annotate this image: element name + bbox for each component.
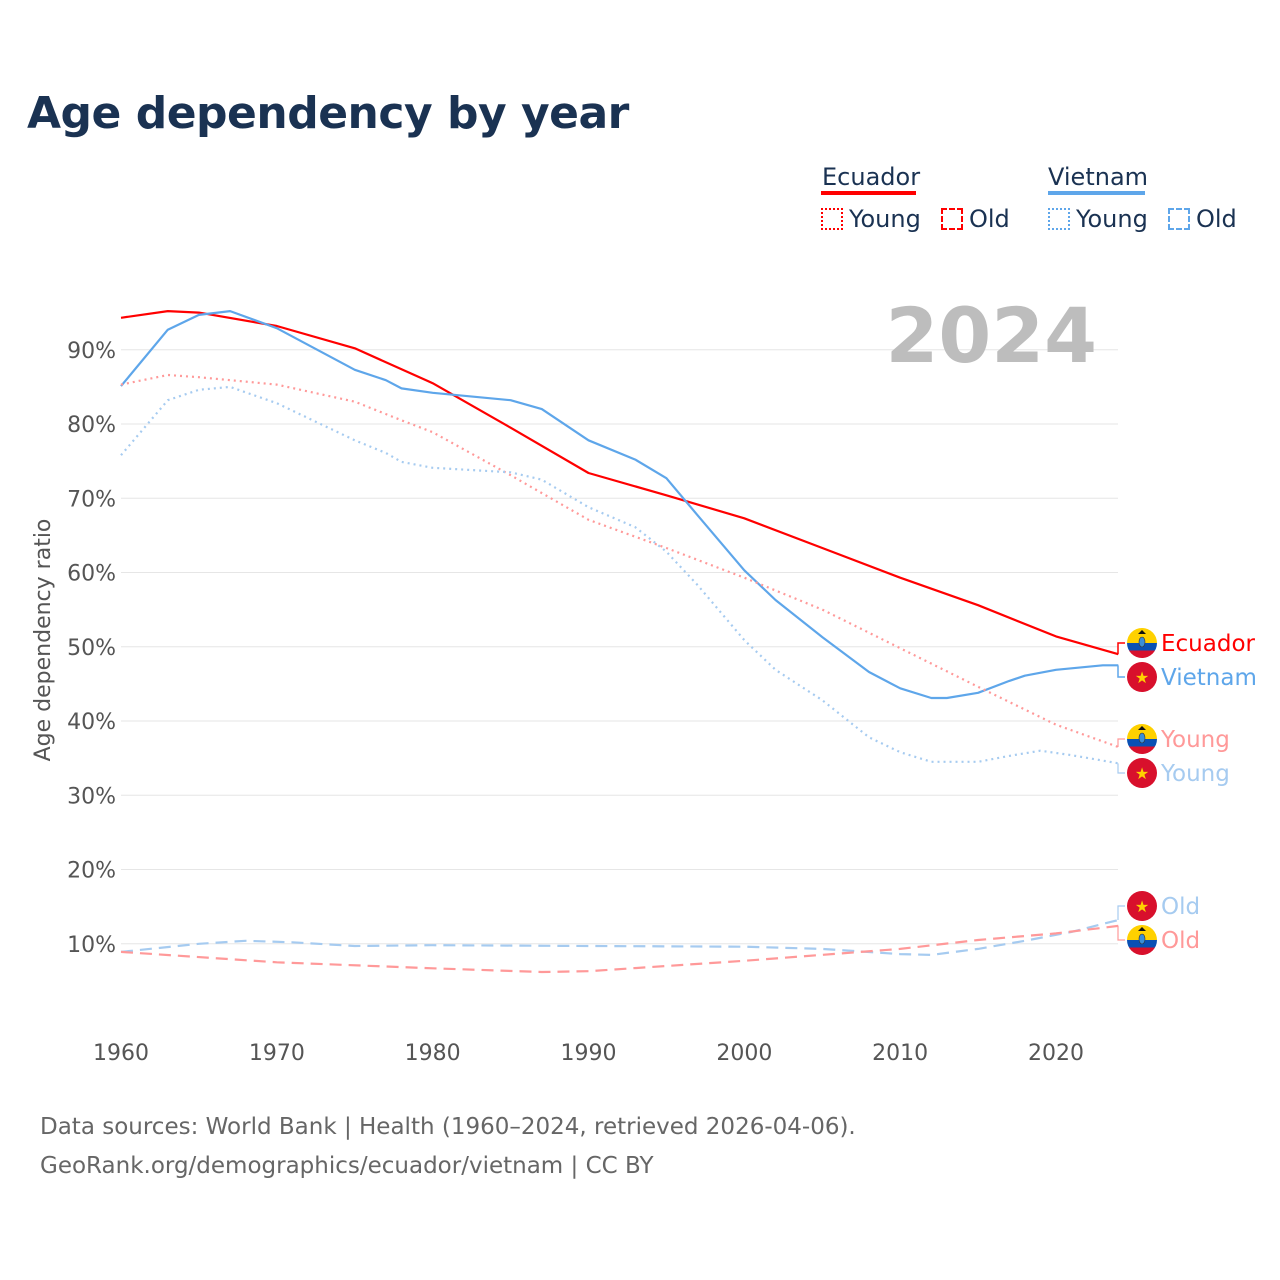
flag-yellow	[1127, 724, 1157, 739]
legend-vietnam-young[interactable]: Young	[1048, 205, 1148, 233]
dashed-swatch-icon	[1168, 208, 1190, 230]
ecuador-flag-icon	[1127, 724, 1157, 754]
y-tick-label: 20%	[67, 859, 116, 884]
ecuador-flag-icon	[1127, 628, 1157, 658]
legend-ecuador-young[interactable]: Young	[821, 205, 921, 233]
end-label: Old	[1161, 894, 1200, 920]
flag-emblem	[1138, 636, 1146, 648]
x-tick-label: 1990	[561, 1041, 617, 1066]
x-tick-label: 1980	[405, 1041, 461, 1066]
legend-label: Young	[849, 205, 921, 233]
y-tick-label: 80%	[67, 413, 116, 438]
legend-ecuador[interactable]: Ecuador	[822, 163, 921, 191]
label-connector	[1117, 665, 1125, 678]
flag	[1127, 628, 1157, 658]
flag-red	[1127, 662, 1157, 692]
flag-yellow	[1127, 628, 1157, 643]
x-tick-label: 1960	[93, 1041, 149, 1066]
flag-condor	[1138, 726, 1146, 730]
x-tick-label: 2000	[716, 1041, 772, 1066]
legend-label: Young	[1076, 205, 1148, 233]
end-label: Young	[1160, 761, 1230, 787]
vietnam-flag-icon: ★	[1127, 891, 1157, 921]
page-title: Age dependency by year	[27, 88, 629, 139]
series-line-vietnam	[120, 310, 1119, 700]
end-label: Vietnam	[1161, 665, 1257, 691]
y-tick-label: 50%	[67, 636, 116, 661]
legend-ecuador-swatch	[821, 191, 916, 195]
y-tick-label: 30%	[67, 784, 116, 809]
y-axis-label: Age dependency ratio	[31, 519, 56, 762]
flag-red	[1127, 947, 1157, 955]
y-tick-label: 40%	[67, 710, 116, 735]
y-tick-label: 10%	[67, 933, 116, 958]
flag-red	[1127, 758, 1157, 788]
flag-yellow	[1127, 925, 1157, 940]
flag-red	[1127, 891, 1157, 921]
x-tick-label: 2020	[1028, 1041, 1084, 1066]
ecuador-flag-icon	[1127, 925, 1157, 955]
end-label: Ecuador	[1161, 631, 1256, 657]
flag-condor	[1138, 927, 1146, 931]
x-tick-label: 2010	[872, 1041, 928, 1066]
flag-condor	[1138, 630, 1146, 634]
label-connector	[1117, 763, 1125, 774]
label-connector	[1117, 925, 1125, 941]
series-line-ecuador-old	[120, 924, 1119, 974]
legend-vietnam-swatch	[1048, 191, 1145, 195]
end-label: Young	[1160, 727, 1230, 753]
flag-star: ★	[1135, 668, 1149, 687]
flag-emblem	[1138, 933, 1146, 945]
legend-label: Old	[1196, 205, 1237, 233]
legend-label: Old	[969, 205, 1010, 233]
legend-vietnam-old[interactable]: Old	[1168, 205, 1237, 233]
flag	[1127, 724, 1157, 754]
series-line-ecuador	[120, 310, 1119, 656]
vietnam-flag-icon: ★	[1127, 662, 1157, 692]
source-link[interactable]: GeoRank.org/demographics/ecuador/vietnam…	[40, 1153, 654, 1179]
legend-vietnam[interactable]: Vietnam	[1048, 163, 1149, 191]
y-tick-label: 70%	[67, 487, 116, 512]
vietnam-flag-icon: ★	[1127, 758, 1157, 788]
series-line-vietnam-old	[120, 918, 1119, 957]
dashed-swatch-icon	[941, 208, 963, 230]
flag-star: ★	[1135, 764, 1149, 783]
source-line: Data sources: World Bank | Health (1960–…	[40, 1114, 856, 1140]
x-tick-label: 1970	[249, 1041, 305, 1066]
y-tick-label: 60%	[67, 562, 116, 587]
flag-emblem	[1138, 732, 1146, 744]
label-connector	[1117, 905, 1125, 920]
dotted-swatch-icon	[821, 208, 843, 230]
dotted-swatch-icon	[1048, 208, 1070, 230]
y-tick-label: 90%	[67, 339, 116, 364]
flag-red	[1127, 746, 1157, 754]
label-connector	[1117, 642, 1125, 655]
source-note: Data sources: World Bank | Health (1960–…	[40, 1108, 856, 1186]
flag-red	[1127, 650, 1157, 658]
year-watermark: 2024	[885, 291, 1097, 380]
series-line-ecuador-young	[120, 373, 1119, 749]
label-connector	[1117, 738, 1125, 747]
series-line-vietnam-young	[120, 385, 1119, 765]
legend-ecuador-old[interactable]: Old	[941, 205, 1010, 233]
flag-star: ★	[1135, 897, 1149, 916]
flag	[1127, 925, 1157, 955]
end-label: Old	[1161, 928, 1200, 954]
